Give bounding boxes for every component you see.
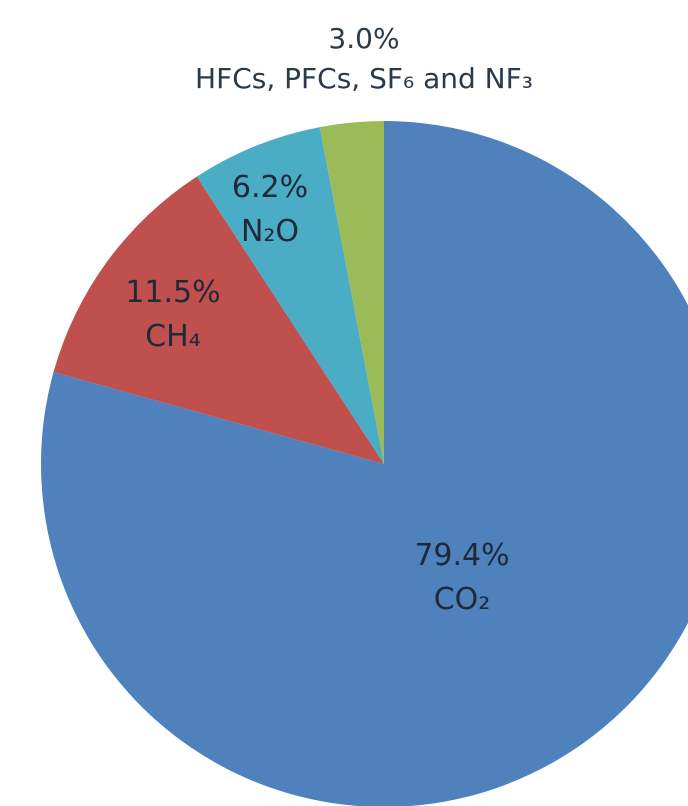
slice-percent-label: 79.4% xyxy=(414,538,509,573)
slice-name-label: HFCs, PFCs, SF₆ and NF₃ xyxy=(195,62,533,95)
slice-percent-label: 11.5% xyxy=(125,275,220,310)
pie-slice-hfcs-pfcs-sf6-and-nf3 xyxy=(319,121,384,464)
pie-slice-n2o xyxy=(196,127,384,464)
slice-percent-label: 6.2% xyxy=(232,170,308,205)
pie-slices xyxy=(41,121,688,806)
slice-name-label: CO₂ xyxy=(434,582,491,617)
slice-name-label: CH₄ xyxy=(145,319,201,354)
slice-percent-label: 3.0% xyxy=(328,22,399,55)
pie-slice-co2 xyxy=(41,121,688,806)
slice-labels: 79.4% CO₂ 11.5% CH₄ 6.2% N₂O 3.0% HFCs, PFCs, S… xyxy=(125,22,533,617)
slice-name-label: N₂O xyxy=(241,214,299,249)
pie-slice-ch4 xyxy=(53,176,384,465)
